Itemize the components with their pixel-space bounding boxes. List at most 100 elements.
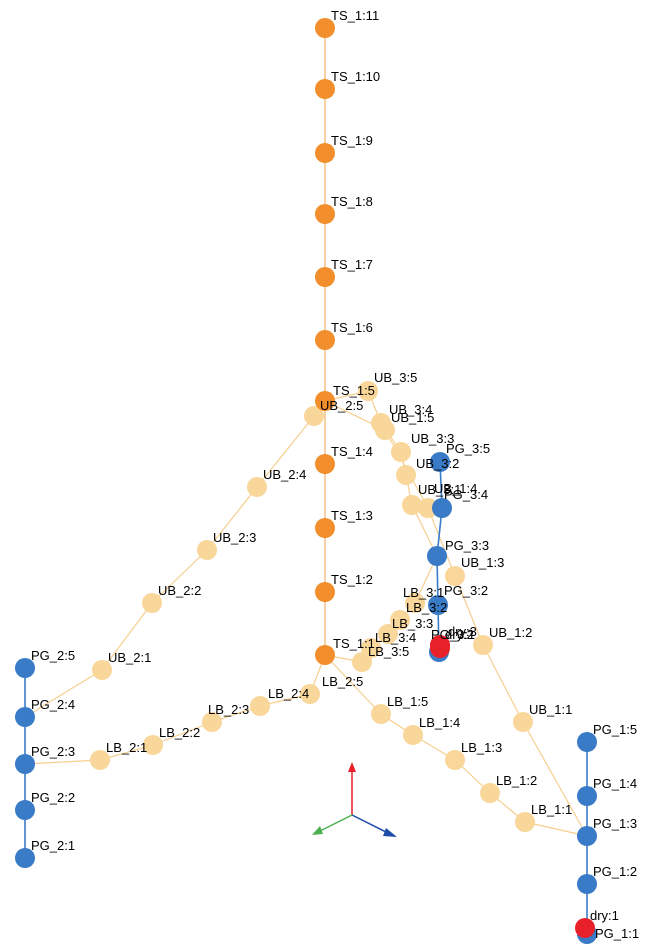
node-ts-1-3[interactable] xyxy=(315,518,335,538)
node-lb-1-5[interactable] xyxy=(371,704,391,724)
node-pg-1-5[interactable] xyxy=(577,732,597,752)
node-ts-1-7[interactable] xyxy=(315,267,335,287)
node-pg-3-2[interactable] xyxy=(428,595,448,615)
axis-z-arrowhead xyxy=(312,826,323,835)
label-pg-3-4: PG_3:4 xyxy=(444,487,488,502)
label-pg-3-2: PG_3:2 xyxy=(444,583,488,598)
node-lb-1-4[interactable] xyxy=(403,725,423,745)
node-ub-3-5[interactable] xyxy=(358,381,378,401)
label-ub-2-5: UB_2:5 xyxy=(320,398,363,413)
node-ub-2-1[interactable] xyxy=(92,660,112,680)
node-ts-1-1[interactable] xyxy=(315,645,335,665)
node-ub-2-5[interactable] xyxy=(304,406,324,426)
label-ts-1-1: TS_1:1 xyxy=(333,636,375,651)
node-pg-1-2[interactable] xyxy=(577,874,597,894)
node-dry-3[interactable] xyxy=(430,635,450,655)
label-ub-1-4: UB_1:4 xyxy=(434,481,477,496)
node-pg-2-5[interactable] xyxy=(15,658,35,678)
node-ub-3-2[interactable] xyxy=(396,465,416,485)
node-lb-1-3[interactable] xyxy=(445,750,465,770)
edge-ub-2-5-to-ub-2-4 xyxy=(256,415,315,488)
node-lb-1-1[interactable] xyxy=(515,812,535,832)
node-ub-2-3[interactable] xyxy=(197,540,217,560)
label-pg-3-1: PG_3:1 xyxy=(431,627,475,642)
node-dry-1[interactable] xyxy=(575,918,595,938)
label-pg-1-2: PG_1:2 xyxy=(593,864,637,879)
node-pg-2-3[interactable] xyxy=(15,754,35,774)
label-ts-1-11: TS_1:11 xyxy=(331,8,379,23)
label-pg-2-3: PG_2:3 xyxy=(31,744,75,759)
label-ub-3-3: UB_3:3 xyxy=(411,431,454,446)
node-lb-3-2[interactable] xyxy=(390,610,410,630)
node-ub-1-1[interactable] xyxy=(513,712,533,732)
node-lb-3-4[interactable] xyxy=(361,638,381,658)
node-ub-1-3[interactable] xyxy=(445,566,465,586)
node-lb-3-3[interactable] xyxy=(378,624,398,644)
label-lb-1-1: LB_1:1 xyxy=(531,802,572,817)
node-ts-1-9[interactable] xyxy=(315,143,335,163)
node-lb-3-1[interactable] xyxy=(405,593,425,613)
label-ub-1-1: UB_1:1 xyxy=(529,702,572,717)
label-ub-2-3: UB_2:3 xyxy=(213,530,256,545)
axes-gizmo[interactable] xyxy=(312,762,397,837)
node-ts-1-4[interactable] xyxy=(315,454,335,474)
node-lb-2-3[interactable] xyxy=(202,712,222,732)
label-ub-3-5: UB_3:5 xyxy=(374,370,417,385)
node-ub-2-4[interactable] xyxy=(247,477,267,497)
node-pg-1-3[interactable] xyxy=(577,826,597,846)
label-lb-2-4: LB_2:4 xyxy=(268,686,309,701)
label-ts-1-8: TS_1:8 xyxy=(331,194,373,209)
edge-ub-2-2-to-ub-2-1 xyxy=(101,602,153,671)
node-ub-3-3[interactable] xyxy=(391,442,411,462)
node-ts-1-2[interactable] xyxy=(315,582,335,602)
label-ub-3-2: UB_3:2 xyxy=(416,456,459,471)
node-pg-3-3[interactable] xyxy=(427,546,447,566)
label-ub-1-5: UB_1:5 xyxy=(391,410,434,425)
edge-lb-2-1-to-pg-2-3 xyxy=(24,759,101,765)
node-lb-2-4[interactable] xyxy=(250,696,270,716)
node-ub-3-1[interactable] xyxy=(402,495,422,515)
node-ts-1-11[interactable] xyxy=(315,18,335,38)
label-ts-1-5: TS_1:5 xyxy=(333,383,375,398)
label-pg-3-5: PG_3:5 xyxy=(446,441,490,456)
label-pg-2-5: PG_2:5 xyxy=(31,648,75,663)
node-pg-3-5[interactable] xyxy=(430,452,450,472)
node-pg-3-4[interactable] xyxy=(432,498,452,518)
node-ub-2-2[interactable] xyxy=(142,593,162,613)
nodes-layer xyxy=(15,18,597,944)
node-ub-1-5[interactable] xyxy=(375,420,395,440)
label-pg-3-3: PG_3:3 xyxy=(445,538,489,553)
node-pg-2-4[interactable] xyxy=(15,707,35,727)
axis-z-line xyxy=(317,814,353,833)
edge-ub-2-3-to-ub-2-2 xyxy=(151,549,208,604)
label-ub-1-3: UB_1:3 xyxy=(461,555,504,570)
node-ub-1-4[interactable] xyxy=(418,498,438,518)
node-ts-1-5[interactable] xyxy=(315,391,335,411)
label-ts-1-6: TS_1:6 xyxy=(331,320,373,335)
label-lb-3-4: LB_3:4 xyxy=(375,630,416,645)
label-ub-2-1: UB_2:1 xyxy=(108,650,151,665)
node-pg-1-4[interactable] xyxy=(577,786,597,806)
label-lb-2-5: LB_2:5 xyxy=(322,674,363,689)
node-ts-1-8[interactable] xyxy=(315,204,335,224)
edge-lb-2-3-to-lb-2-2 xyxy=(152,721,213,746)
label-pg-1-1: PG_1:1 xyxy=(595,926,639,941)
node-lb-2-1[interactable] xyxy=(90,750,110,770)
label-dry-1: dry:1 xyxy=(590,908,619,923)
label-ub-3-4: UB_3:4 xyxy=(389,402,432,417)
edge-ub-1-1-to-pg-1-3 xyxy=(522,721,588,837)
node-ub-1-2[interactable] xyxy=(473,635,493,655)
node-lb-2-2[interactable] xyxy=(143,735,163,755)
label-ub-2-4: UB_2:4 xyxy=(263,467,306,482)
label-lb-2-1: LB_2:1 xyxy=(106,740,147,755)
node-pg-2-2[interactable] xyxy=(15,800,35,820)
label-ts-1-4: TS_1:4 xyxy=(331,444,373,459)
edge-ts-1-1-to-lb-1-5 xyxy=(324,654,382,715)
node-ts-1-10[interactable] xyxy=(315,79,335,99)
node-lb-2-5[interactable] xyxy=(300,684,320,704)
node-lb-1-2[interactable] xyxy=(480,783,500,803)
node-ts-1-6[interactable] xyxy=(315,330,335,350)
node-pg-2-1[interactable] xyxy=(15,848,35,868)
label-lb-2-3: LB_2:3 xyxy=(208,702,249,717)
